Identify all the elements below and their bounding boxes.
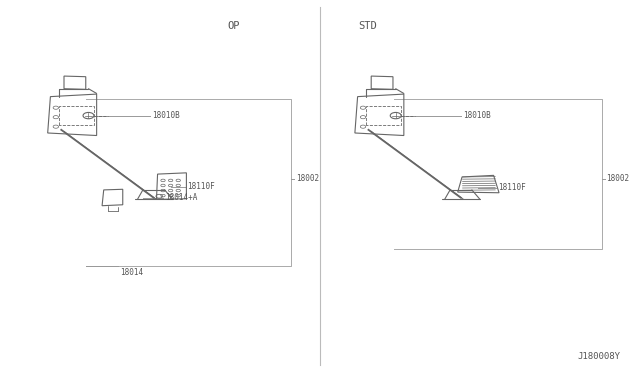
- Text: OP: OP: [227, 21, 240, 31]
- Text: 18110F: 18110F: [188, 182, 215, 191]
- Text: 18110F: 18110F: [498, 183, 525, 192]
- Text: 18014: 18014: [120, 268, 143, 277]
- Text: 18002: 18002: [296, 174, 319, 183]
- Text: 18010B: 18010B: [152, 111, 180, 120]
- Text: 18010B: 18010B: [463, 111, 490, 120]
- Text: STD: STD: [358, 21, 378, 31]
- Text: 18014+A: 18014+A: [165, 193, 198, 202]
- Text: 18002: 18002: [606, 174, 629, 183]
- Text: J180008Y: J180008Y: [578, 352, 621, 361]
